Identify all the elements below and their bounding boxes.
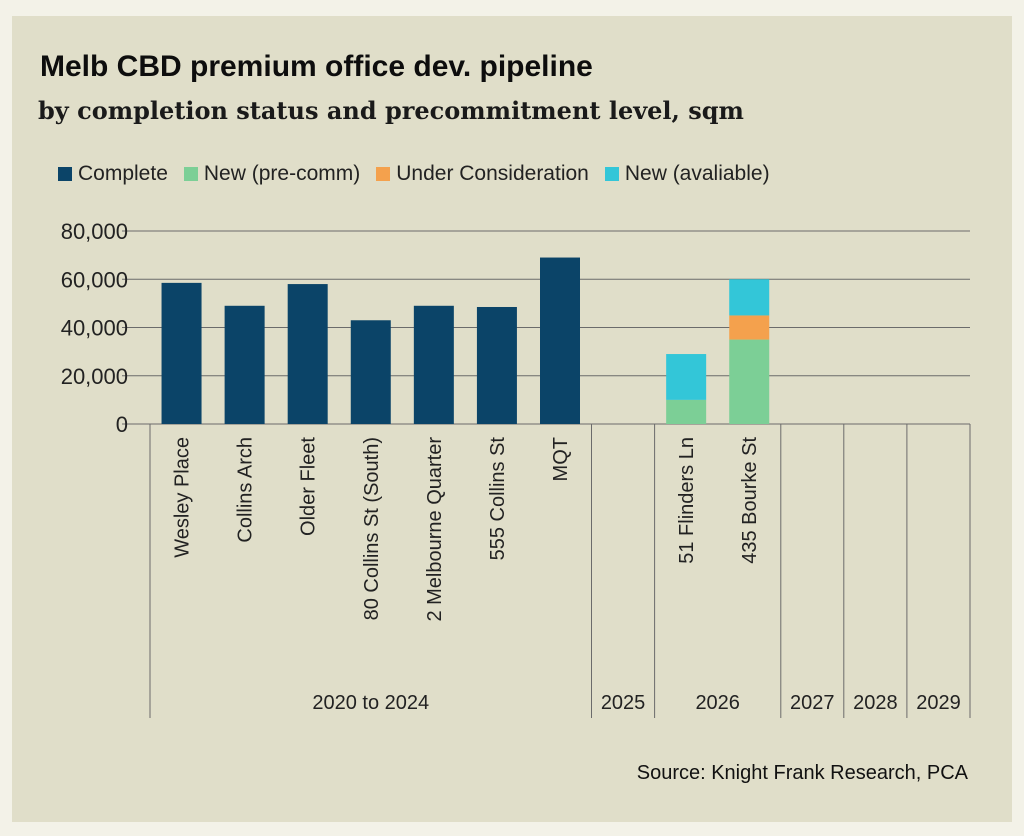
chart-title: Melb CBD premium office dev. pipeline <box>40 50 593 83</box>
legend-item-complete: Complete <box>58 162 168 186</box>
group-label: 2028 <box>853 692 898 714</box>
y-tick-label: 80,000 <box>61 219 128 244</box>
bar-complete <box>413 305 454 424</box>
bar-complete <box>540 257 580 424</box>
legend-item-under-consideration: Under Consideration <box>376 162 589 186</box>
legend-label-new-available: New (avaliable) <box>624 162 770 185</box>
x-tick-label: Wesley Place <box>172 437 194 558</box>
bar-complete <box>287 284 328 424</box>
group-label: 2020 to 2024 <box>312 692 429 714</box>
y-tick-label: 0 <box>116 412 128 437</box>
bar-complete <box>161 282 202 424</box>
group-label: 2026 <box>695 692 740 714</box>
bar-new-avaliable <box>666 354 707 400</box>
x-tick-label: 2 Melbourne Quarter <box>424 437 446 622</box>
x-tick-label: MQT <box>550 437 572 481</box>
x-tick-label: 51 Flinders Ln <box>676 437 698 564</box>
legend-swatch-complete <box>58 167 72 181</box>
bar-complete <box>476 306 517 424</box>
legend-swatch-new-available <box>604 167 619 181</box>
bar-new-pre-comm <box>729 339 770 424</box>
bar-complete <box>350 320 391 424</box>
legend-item-new-available: New (avaliable) <box>604 162 770 186</box>
legend-label-new-precomm: New (pre-comm) <box>203 162 361 185</box>
x-tick-label: Older Fleet <box>298 437 320 536</box>
x-tick-label: Collins Arch <box>235 437 257 543</box>
y-tick-label: 40,000 <box>61 316 128 341</box>
y-tick-label: 60,000 <box>61 267 128 292</box>
bar-under-consideration <box>729 315 770 340</box>
legend: Complete New (pre-comm) Under Considerat… <box>58 160 770 188</box>
group-label: 2029 <box>916 692 961 714</box>
x-tick-label: 555 Collins St <box>487 437 509 561</box>
bar-new-avaliable <box>729 279 770 316</box>
group-label: 2027 <box>790 692 835 714</box>
legend-label-under-consideration: Under Consideration <box>396 162 589 185</box>
legend-label-complete: Complete <box>78 162 168 185</box>
group-label: 2025 <box>601 692 646 714</box>
x-tick-label: 435 Bourke St <box>739 437 761 564</box>
bar-new-pre-comm <box>666 399 707 424</box>
source-note: Source: Knight Frank Research, PCA <box>636 762 968 784</box>
x-tick-label: 80 Collins St (South) <box>361 437 383 620</box>
legend-item-new-precomm: New (pre-comm) <box>183 162 361 186</box>
chart-subtitle: by completion status and precommitment l… <box>38 96 744 125</box>
legend-swatch-new-precomm <box>183 167 198 181</box>
y-tick-label: 20,000 <box>61 364 128 389</box>
bar-complete <box>224 305 265 424</box>
legend-swatch-under-consideration <box>376 167 391 181</box>
